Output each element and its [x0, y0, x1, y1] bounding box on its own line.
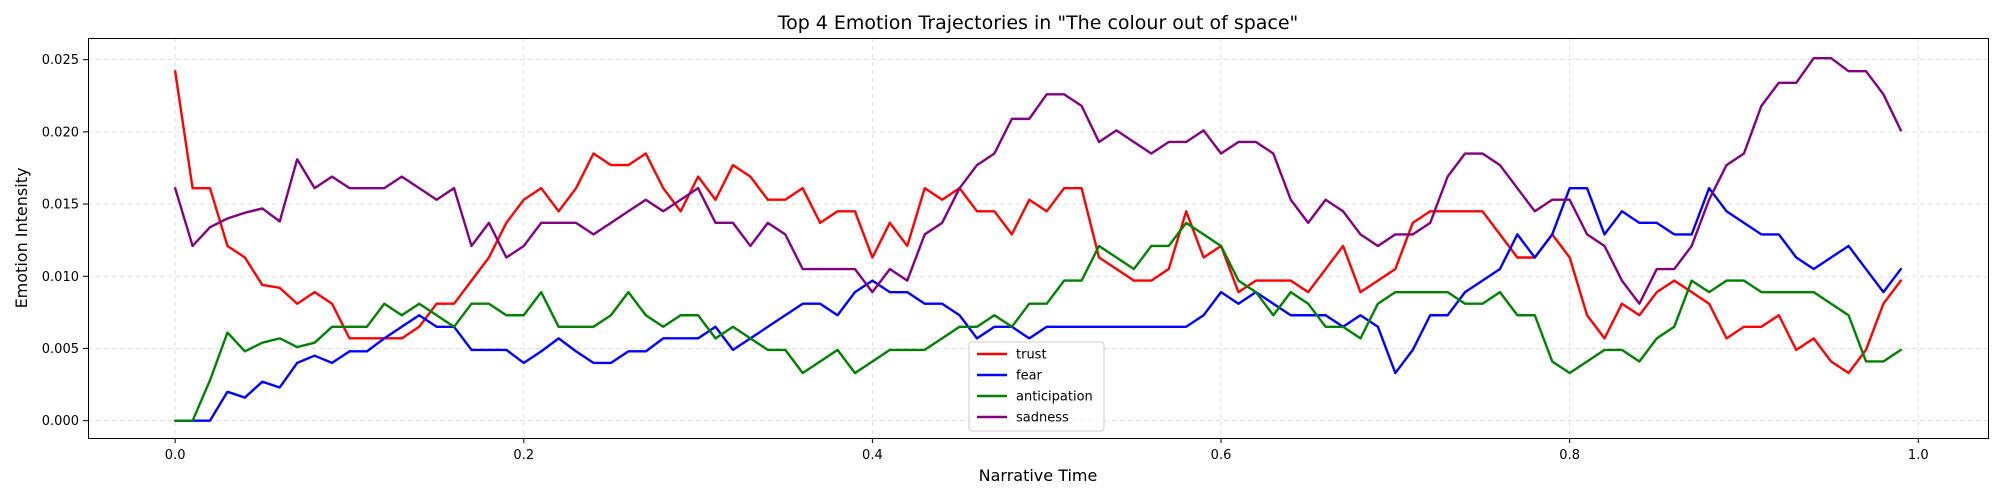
plot-frame: [88, 38, 1989, 439]
grid: [88, 38, 1988, 438]
legend: trust fear anticipation sadness: [968, 341, 1105, 432]
legend-label-anticipation: anticipation: [1016, 390, 1093, 405]
legend-label-fear: fear: [1016, 369, 1043, 384]
x-tick-label: 0.4: [862, 448, 883, 463]
chart-title: Top 4 Emotion Trajectories in "The colou…: [777, 12, 1299, 34]
y-tick-label: 0.000: [42, 414, 79, 429]
series-line-sadness: [173, 57, 1903, 305]
legend-label-trust: trust: [1016, 348, 1047, 363]
x-axis-ticks: 0.0 0.2 0.4 0.6 0.8 1.0: [165, 438, 1929, 463]
x-tick-label: 0.8: [1559, 448, 1580, 463]
legend-label-sadness: sadness: [1016, 411, 1069, 426]
series-line-fear: [173, 186, 1903, 422]
legend-box: [968, 341, 1105, 432]
y-tick-label: 0.015: [42, 198, 79, 213]
y-tick-label: 0.005: [42, 342, 79, 357]
x-tick-label: 0.0: [165, 448, 186, 463]
x-tick-label: 1.0: [1908, 448, 1929, 463]
series-line-anticipation: [173, 221, 1903, 422]
x-tick-label: 0.6: [1211, 448, 1232, 463]
x-tick-label: 0.2: [513, 448, 534, 463]
series-line-trust: [173, 70, 1903, 375]
y-axis-ticks: 0.000 0.005 0.010 0.015 0.020 0.025: [42, 53, 88, 429]
plot-series: [173, 57, 1903, 422]
y-tick-label: 0.025: [42, 53, 79, 68]
x-axis-label: Narrative Time: [979, 466, 1098, 485]
y-axis-label: Emotion Intensity: [12, 168, 31, 309]
y-tick-label: 0.010: [42, 270, 79, 285]
y-tick-label: 0.020: [42, 125, 79, 140]
